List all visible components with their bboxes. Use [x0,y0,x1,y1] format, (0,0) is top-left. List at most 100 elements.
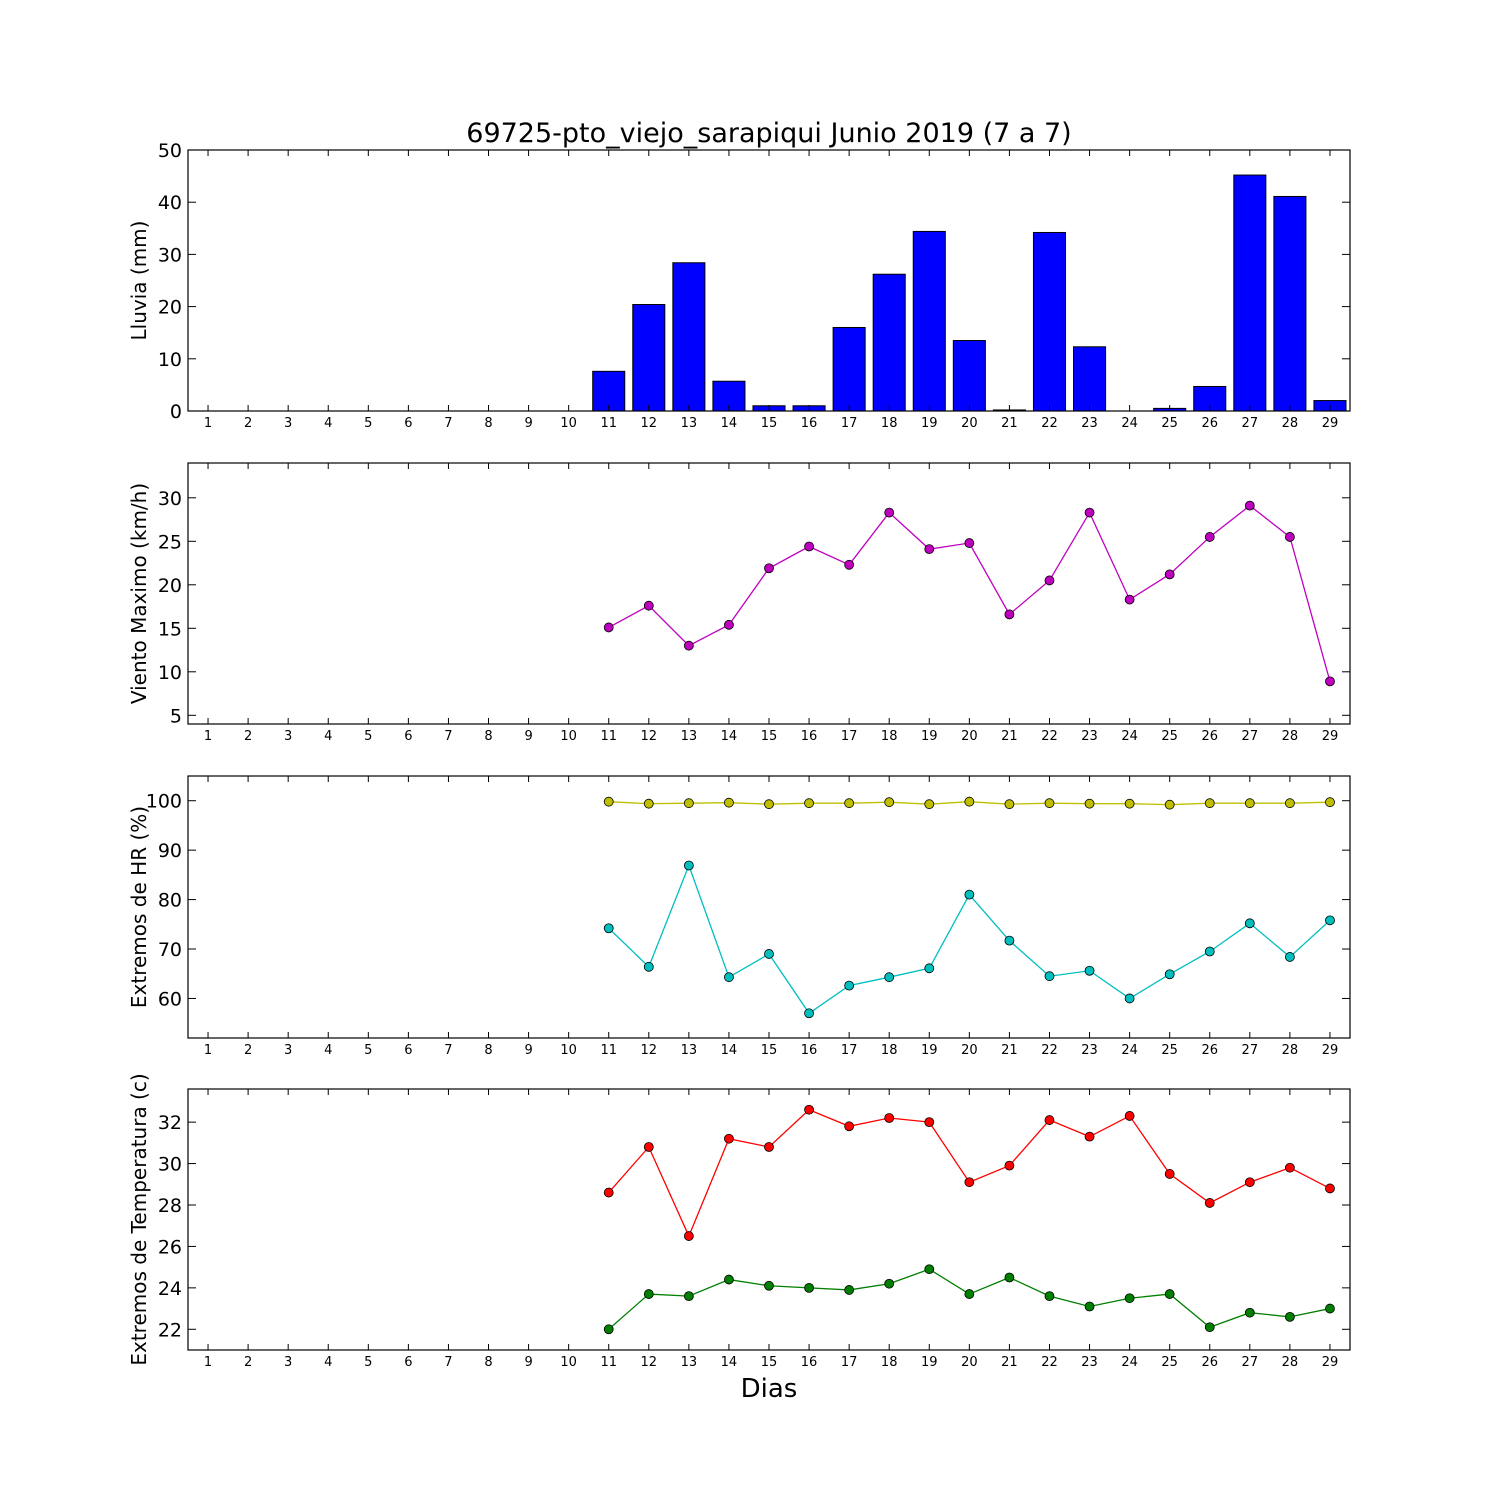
series-2-point-day-13 [683,1291,694,1302]
plot-frame [187,149,1351,412]
rain-bar-day-13 [672,262,706,412]
series-2-point-day-18 [884,1278,895,1289]
x-tick-label: 22 [1041,416,1058,431]
series-2-point-day-22 [1044,1291,1055,1302]
x-tick-label: 9 [524,729,532,744]
x-tick-label: 26 [1201,416,1218,431]
series-2-point-day-12 [643,1289,654,1299]
x-axis-label: Dias [741,1374,798,1404]
series-2-point-day-15 [764,1280,774,1291]
x-tick-label: 29 [1322,1043,1339,1058]
x-tick-label: 9 [524,1355,532,1370]
series-1-point-day-28 [1284,798,1295,809]
x-tick-label: 7 [444,1355,452,1370]
x-tick-label: 10 [560,1355,577,1370]
series-1-point-day-29 [1325,676,1335,687]
series-2-point-day-19 [924,963,935,974]
series-2-point-day-26 [1204,1322,1215,1333]
rain-bar-day-18 [872,273,906,412]
y-tick-label: 40 [158,192,182,214]
x-tick-label: 26 [1201,729,1218,744]
series-2-point-day-13 [683,860,694,871]
x-tick-label: 22 [1041,729,1058,744]
series-2-point-day-21 [1004,1272,1015,1283]
series-1-point-day-17 [844,1121,855,1132]
series-1-point-day-19 [924,544,935,555]
x-tick-label: 23 [1081,1355,1098,1370]
series-2-point-day-27 [1244,918,1255,929]
x-tick-label: 2 [244,729,252,744]
x-tick-label: 15 [761,1355,778,1370]
series-2-point-day-24 [1124,1293,1135,1304]
y-tick-label: 0 [170,401,182,423]
x-tick-label: 10 [560,729,577,744]
x-tick-label: 29 [1322,1355,1339,1370]
x-tick-label: 18 [881,1355,898,1370]
x-tick-label: 14 [721,416,738,431]
x-tick-label: 27 [1242,729,1259,744]
series-2-point-day-27 [1244,1307,1255,1318]
x-tick-label: 6 [404,1355,412,1370]
x-tick-label: 25 [1161,1043,1178,1058]
x-tick-label: 27 [1242,416,1259,431]
series-2-point-day-29 [1325,1303,1335,1314]
y-tick-label: 25 [158,531,182,553]
series-1-point-day-18 [884,797,895,808]
x-tick-label: 24 [1121,416,1138,431]
series-1-point-day-19 [924,1117,935,1128]
x-tick-label: 18 [881,729,898,744]
series-2-point-day-16 [804,1008,814,1019]
x-tick-label: 13 [681,1355,698,1370]
x-tick-label: 1 [204,1043,212,1058]
x-tick-label: 12 [641,1355,658,1370]
series-1-point-day-22 [1044,798,1055,809]
x-tick-label: 5 [364,729,372,744]
series-2-point-day-24 [1124,993,1135,1004]
y-tick-label: 30 [158,244,182,266]
series-1-point-day-22 [1044,575,1055,586]
series-1-point-day-12 [643,1142,654,1152]
x-tick-label: 7 [444,1043,452,1058]
series-1-point-day-15 [764,563,774,574]
x-tick-label: 12 [641,1043,658,1058]
rain-bar-day-11 [592,370,626,412]
x-tick-label: 18 [881,416,898,431]
series-2-point-day-12 [643,961,654,972]
x-tick-label: 4 [324,416,332,431]
x-tick-label: 26 [1201,1043,1218,1058]
x-tick-label: 24 [1121,1043,1138,1058]
series-2-point-day-11 [603,923,614,934]
x-tick-label: 19 [921,729,938,744]
series-1-point-day-11 [603,622,614,633]
series-1-point-day-11 [603,796,614,807]
y-axis-label: Viento Maximo (km/h) [127,483,151,704]
x-tick-label: 14 [721,1043,738,1058]
series-1-point-day-16 [804,798,814,809]
series-1-point-day-23 [1084,798,1095,809]
x-tick-label: 28 [1282,729,1299,744]
rain-bar-day-22 [1032,231,1067,412]
series-1-point-day-21 [1004,799,1015,810]
x-tick-label: 8 [484,1043,492,1058]
x-tick-label: 13 [681,416,698,431]
series-2-point-day-17 [844,980,855,991]
x-tick-label: 15 [761,1043,778,1058]
x-tick-label: 6 [404,729,412,744]
series-1-point-day-14 [724,619,734,630]
series-1-point-day-28 [1284,532,1295,542]
x-tick-label: 7 [444,729,452,744]
x-tick-label: 8 [484,729,492,744]
series-1-point-day-13 [683,640,694,651]
series-1-point-day-20 [964,1177,975,1188]
x-tick-label: 23 [1081,416,1098,431]
series-1-point-day-27 [1244,500,1255,511]
x-tick-label: 16 [801,416,818,431]
x-tick-label: 20 [961,1043,978,1058]
x-tick-label: 15 [761,729,778,744]
x-tick-label: 18 [881,1043,898,1058]
y-tick-label: 5 [170,705,182,727]
series-1-point-day-12 [643,798,654,809]
series-line-2 [608,863,1331,1015]
x-tick-label: 13 [681,729,698,744]
